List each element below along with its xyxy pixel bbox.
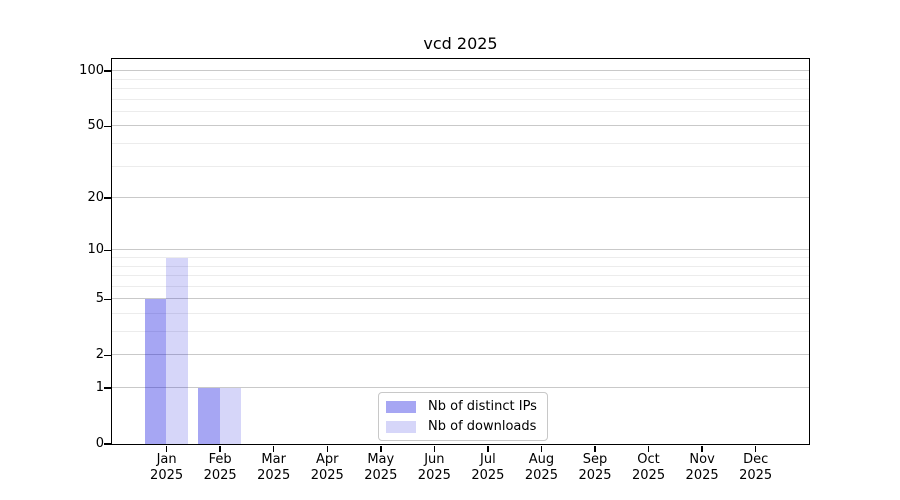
x-tick-label: Apr 2025 xyxy=(287,452,367,483)
y-tick-mark xyxy=(104,443,112,445)
legend: Nb of distinct IPs Nb of downloads xyxy=(378,392,548,441)
legend-label: Nb of downloads xyxy=(428,419,537,434)
x-tick-label: Jan 2025 xyxy=(127,452,207,483)
y-tick-mark xyxy=(104,197,112,199)
y-minor-gridline xyxy=(111,312,809,314)
y-tick-label: 1 xyxy=(95,380,104,395)
y-major-gridline xyxy=(111,386,809,389)
x-tick-mark xyxy=(754,446,757,452)
x-tick-month: Mar xyxy=(261,452,286,467)
legend-swatch xyxy=(386,400,416,413)
x-tick-year: 2025 xyxy=(524,467,558,483)
x-tick-label: Aug 2025 xyxy=(501,452,581,483)
x-tick-mark xyxy=(594,446,596,452)
y-major-gridline xyxy=(111,249,809,251)
y-tick-label: 50 xyxy=(87,118,104,134)
x-tick-year: 2025 xyxy=(257,467,291,483)
x-tick-label: Dec 2025 xyxy=(716,452,796,483)
y-tick-label: 100 xyxy=(79,63,104,79)
y-major-gridline xyxy=(111,70,809,72)
y-major-gridline xyxy=(111,125,809,127)
y-minor-gridline xyxy=(111,165,809,167)
x-tick-year: 2025 xyxy=(578,467,612,483)
y-tick-mark xyxy=(104,125,112,128)
x-tick-year: 2025 xyxy=(471,467,505,483)
x-tick-mark xyxy=(433,446,436,452)
y-minor-gridline xyxy=(111,110,809,112)
x-tick-year: 2025 xyxy=(739,467,773,483)
y-minor-gridline xyxy=(111,78,809,80)
y-major-gridline xyxy=(111,298,809,300)
y-minor-gridline xyxy=(111,285,809,287)
x-tick-year: 2025 xyxy=(150,467,184,483)
x-tick-mark xyxy=(487,446,489,452)
x-tick-mark xyxy=(165,446,168,452)
x-tick-year: 2025 xyxy=(632,467,666,483)
y-tick-mark xyxy=(104,354,112,356)
x-tick-month: Dec xyxy=(743,452,769,467)
x-tick-month: May xyxy=(367,452,395,467)
x-tick-mark xyxy=(701,446,703,452)
x-tick-label: Oct 2025 xyxy=(609,452,689,483)
x-tick-mark xyxy=(647,446,650,452)
x-tick-month: Oct xyxy=(637,452,660,467)
y-minor-gridline xyxy=(111,143,809,145)
y-minor-gridline xyxy=(111,98,809,100)
bar-downloads xyxy=(219,387,242,444)
x-tick-label: Mar 2025 xyxy=(234,452,314,483)
x-tick-label: Jun 2025 xyxy=(394,452,474,483)
legend-entry: Nb of downloads xyxy=(386,419,537,434)
y-tick-mark xyxy=(104,249,112,252)
y-minor-gridline xyxy=(111,88,809,90)
x-tick-mark xyxy=(540,446,543,452)
y-tick-label: 2 xyxy=(95,347,104,363)
y-major-gridline xyxy=(111,354,809,356)
x-tick-month: Nov xyxy=(689,452,715,467)
x-tick-year: 2025 xyxy=(203,467,237,483)
y-tick-mark xyxy=(104,298,112,300)
y-minor-gridline xyxy=(111,265,809,267)
y-minor-gridline xyxy=(111,257,809,258)
y-minor-gridline xyxy=(111,275,809,277)
x-tick-month: Feb xyxy=(208,452,232,467)
y-tick-mark xyxy=(104,387,112,389)
x-tick-month: Jul xyxy=(480,452,496,467)
chart-title: vcd 2025 xyxy=(423,34,498,53)
x-tick-month: Sep xyxy=(582,452,608,467)
x-tick-year: 2025 xyxy=(310,467,344,483)
x-tick-label: Nov 2025 xyxy=(662,452,742,483)
bar-downloads xyxy=(166,257,188,444)
x-tick-mark xyxy=(272,446,275,452)
legend-swatch xyxy=(386,420,416,433)
x-tick-year: 2025 xyxy=(364,467,398,483)
y-tick-mark xyxy=(104,70,112,72)
y-minor-gridline xyxy=(111,331,809,333)
legend-label: Nb of distinct IPs xyxy=(428,399,537,414)
y-major-gridline xyxy=(111,196,809,199)
x-tick-month: Jun xyxy=(424,452,445,467)
y-tick-label: 20 xyxy=(87,190,104,206)
y-tick-label: 5 xyxy=(95,291,104,307)
x-tick-year: 2025 xyxy=(685,467,719,483)
x-tick-label: Sep 2025 xyxy=(555,452,635,483)
x-tick-label: Jul 2025 xyxy=(448,452,528,483)
x-tick-month: Aug xyxy=(528,452,555,467)
x-tick-year: 2025 xyxy=(417,467,451,483)
bar-distinct-ips xyxy=(144,298,167,444)
y-tick-label: 0 xyxy=(95,436,104,451)
x-tick-mark xyxy=(219,446,221,452)
x-tick-label: Feb 2025 xyxy=(180,452,260,483)
x-tick-month: Jan xyxy=(156,452,177,467)
bar-distinct-ips xyxy=(198,387,220,444)
x-tick-mark xyxy=(326,446,328,452)
legend-entry: Nb of distinct IPs xyxy=(386,399,537,414)
y-tick-label: 10 xyxy=(87,242,104,258)
x-tick-label: May 2025 xyxy=(341,452,421,483)
plot-area xyxy=(110,57,810,445)
x-tick-mark xyxy=(380,446,382,452)
x-tick-month: Apr xyxy=(316,452,339,467)
